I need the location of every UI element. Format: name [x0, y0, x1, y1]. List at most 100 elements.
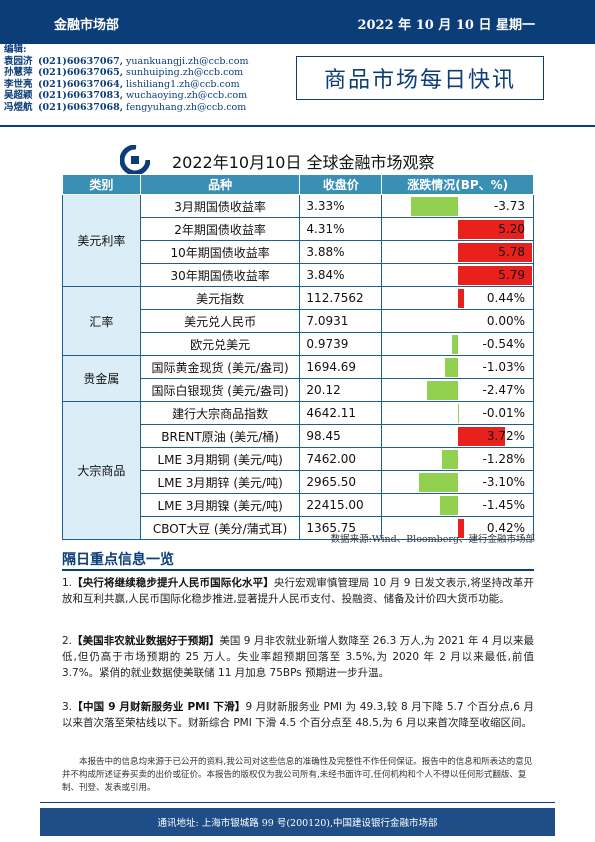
item-cell: 美元兑人民币 [139, 309, 301, 333]
header-divider [0, 125, 595, 127]
close-cell: 98.45 [299, 424, 383, 448]
change-value: -0.54% [482, 337, 525, 351]
item-cell: LME 3月期镍 (美元/吨) [139, 493, 301, 517]
editor-phone: (021)60637065, [38, 67, 124, 78]
change-bar [427, 381, 459, 400]
change-value: 0.44% [486, 291, 525, 305]
table-row: 美元利率 3月期国债收益率 3.33% -3.73 [62, 194, 534, 287]
editor-email[interactable]: fengyuhang.zh@ccb.com [126, 101, 247, 113]
editor-row: 吴超颖 (021)60637083, wuchaoying.zh@ccb.com [4, 90, 247, 102]
item-cell: 3月期国债收益率 [139, 194, 301, 218]
change-value: 0.00% [486, 314, 525, 328]
category-cell: 大宗商品 [62, 401, 141, 540]
table-row: 汇率 美元指数 112.7562 0.44% [62, 286, 534, 356]
change-value: 0.42% [486, 521, 525, 535]
news-item-1: 1.【央行将继续稳步提升人民币国际化水平】央行宏观审慎管理局 10 月 9 日发… [62, 577, 534, 605]
editor-phone: (021)60637068, [38, 101, 124, 113]
editor-name: 孙慧萍 [4, 67, 33, 78]
news-title: 【美国非农就业数据好于预期】 [72, 635, 220, 647]
header-category: 类别 [62, 174, 141, 195]
change-bar [458, 266, 532, 285]
close-cell: 7.0931 [299, 309, 383, 333]
document-title: 商品市场每日快讯 [323, 68, 516, 93]
table-header-row: 类别 品种 收盘价 涨跌情况(BP、%) [62, 174, 534, 195]
close-cell: 7462.00 [299, 447, 383, 471]
change-value: -2.47% [482, 383, 525, 397]
change-value: 5.20 [498, 222, 525, 236]
editor-phone: (021)60637067, [38, 55, 124, 67]
editor-name: 李世亮 [4, 78, 33, 90]
item-cell: LME 3月期锌 (美元/吨) [139, 470, 301, 494]
header-close: 收盘价 [299, 174, 383, 195]
change-cell: -0.01% [381, 401, 534, 425]
change-cell: -1.45% [381, 493, 534, 517]
change-value: -1.03% [482, 360, 525, 374]
news-title: 【央行将继续稳步提升人民币国际化水平】 [72, 577, 274, 589]
table-row: 2年期国债收益率 4.31% 5.20 [63, 217, 534, 241]
editor-email[interactable]: lishiliang1.zh@ccb.com [126, 78, 240, 90]
table-row: 美元兑人民币 7.0931 0.00% [63, 309, 534, 333]
table-row: 30年期国债收益率 3.84% 5.79 [63, 263, 534, 287]
close-cell: 2965.50 [299, 470, 383, 494]
table-row: LME 3月期镍 (美元/吨) 22415.00 -1.45% [63, 493, 534, 517]
change-value: 5.79 [498, 268, 525, 282]
change-cell: 0.42% [381, 516, 534, 540]
editor-phone: (021)60637064, [38, 78, 124, 90]
change-value: -3.73 [493, 199, 525, 213]
close-cell: 4.31% [299, 217, 383, 241]
change-value: 5.78 [498, 245, 525, 259]
item-cell: 2年期国债收益率 [139, 217, 301, 241]
news-title: 【中国 9 月财新服务业 PMI 下滑】 [72, 701, 246, 713]
close-cell: 112.7562 [299, 286, 383, 310]
change-bar [458, 243, 532, 262]
editor-row: 李世亮 (021)60637064, lishiliang1.zh@ccb.com [4, 79, 242, 91]
close-cell: 20.12 [299, 378, 383, 402]
close-cell: 0.9739 [299, 332, 383, 356]
change-bar [442, 450, 459, 469]
ccb-logo-icon [120, 145, 150, 175]
change-value: -1.28% [482, 452, 525, 466]
change-bar [445, 358, 459, 377]
item-cell: BRENT原油 (美元/桶) [139, 424, 301, 448]
table-row: 贵金属 国际黄金现货 (美元/盎司) 1694.69 -1.03% [62, 355, 534, 402]
change-cell: -3.10% [381, 470, 534, 494]
editor-row: 袁园济 (021)60637067, yuankuangji.zh@ccb.com [4, 55, 248, 68]
table-row: 欧元兑美元 0.9739 -0.54% [63, 332, 534, 356]
editors-block: 编辑: 袁园济 (021)60637067, yuankuangji.zh@ccb… [4, 44, 248, 116]
table-row: 大宗商品 建行大宗商品指数 4642.11 -0.01% [62, 401, 534, 540]
change-value: -1.45% [482, 498, 525, 512]
change-cell: -3.73 [381, 194, 534, 218]
change-cell: -0.54% [381, 332, 534, 356]
change-bar [419, 473, 459, 492]
table-row: LME 3月期锌 (美元/吨) 2965.50 -3.10% [63, 470, 534, 494]
top-banner: 金融市场部 2022 年 10 月 10 日 星期一 [0, 0, 595, 44]
editor-name: 吴超颖 [4, 90, 33, 101]
header-item: 品种 [139, 174, 301, 195]
change-cell: 5.78 [381, 240, 534, 264]
change-cell: 5.79 [381, 263, 534, 287]
change-bar [451, 335, 459, 354]
change-cell: 0.44% [381, 286, 534, 310]
category-cell: 美元利率 [62, 194, 141, 287]
change-bar [458, 519, 464, 538]
editors-label: 编辑: [4, 44, 27, 55]
close-cell: 3.84% [299, 263, 383, 287]
data-source: 数据来源:Wind、Bloomberg、建行金融市场部 [330, 534, 535, 545]
close-cell: 3.33% [299, 194, 383, 218]
header-change: 涨跌情况(BP、%) [381, 174, 534, 195]
change-bar [458, 289, 464, 308]
report-date: 2022 年 10 月 10 日 星期一 [357, 18, 535, 33]
news-item-3: 3.【中国 9 月财新服务业 PMI 下滑】9 月财新服务业 PMI 为 49.… [62, 701, 534, 729]
table-row: CBOT大豆 (美分/蒲式耳) 1365.75 0.42% [63, 516, 534, 540]
disclaimer: 本报告中的信息均来源于已公开的资料,我公司对这些信息的准确性及完整性不作任何保证… [62, 757, 533, 793]
table-title: 2022年10月10日 全球金融市场观察 [172, 153, 435, 172]
editor-email[interactable]: wuchaoying.zh@ccb.com [126, 90, 248, 101]
news-body: 央行宏观审慎管理局 10 月 9 日发文表示,将坚持改革开放和互利共赢,人民币国… [62, 577, 534, 605]
news-divider [62, 569, 534, 571]
market-table: 类别 品种 收盘价 涨跌情况(BP、%) 美元利率 3月期国债收益率 3.33% -3… [62, 174, 534, 540]
editor-email[interactable]: sunhuiping.zh@ccb.com [126, 67, 244, 78]
item-cell: LME 3月期铜 (美元/吨) [139, 447, 301, 471]
footer-address: 通讯地址: 上海市银城路 99 号(200120),中国建设银行金融市场部 [40, 808, 555, 836]
editor-email[interactable]: yuankuangji.zh@ccb.com [126, 55, 249, 67]
close-cell: 22415.00 [299, 493, 383, 517]
